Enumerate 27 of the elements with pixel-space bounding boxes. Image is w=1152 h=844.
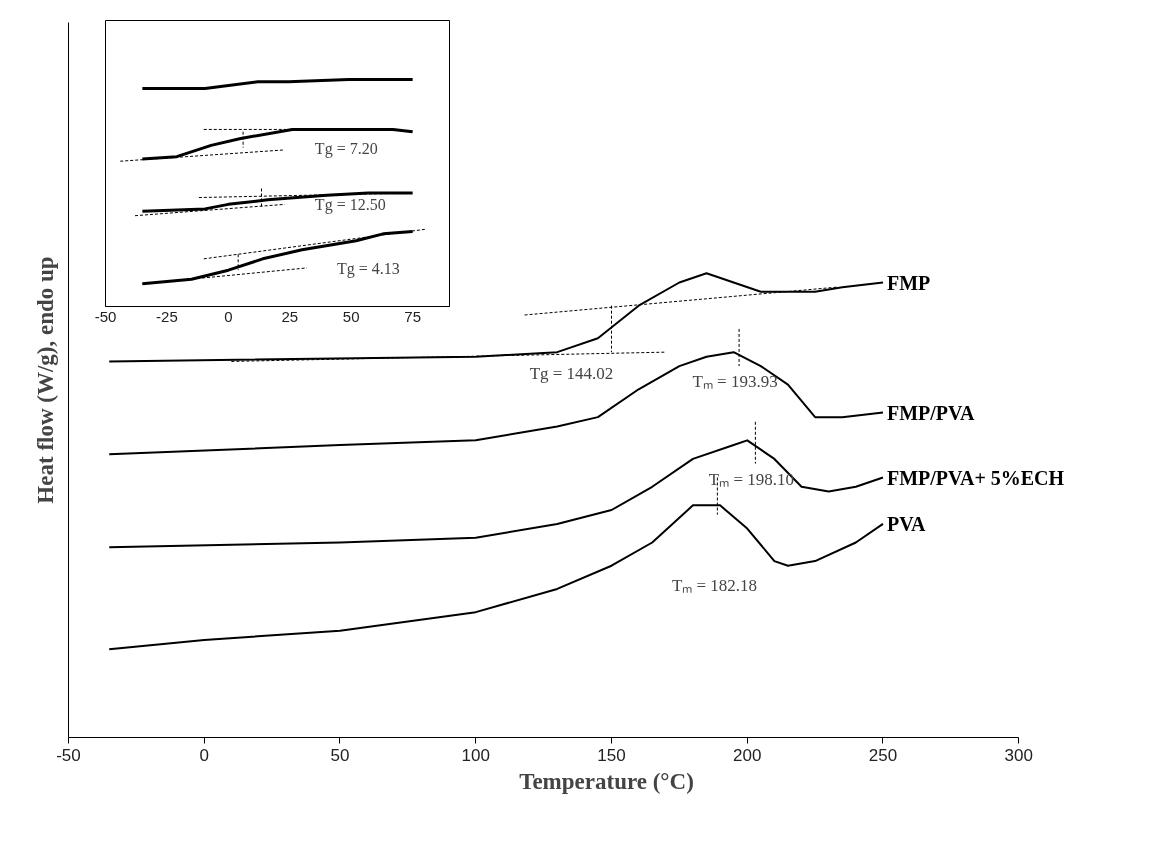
x-tick-label: -25 — [156, 307, 178, 325]
y-axis-title: Heat flow (W/g), endo up — [32, 256, 58, 504]
series-label: PVA — [886, 512, 927, 535]
x-axis-title: Temperature (°C) — [519, 768, 694, 794]
series-label: FMP/PVA+ 5%ECH — [886, 466, 1065, 489]
x-tick-label: -50 — [94, 307, 117, 325]
annotation: Tg = 4.13 — [336, 259, 400, 278]
x-tick-label: 300 — [1004, 745, 1033, 765]
series-label: FMP — [886, 271, 931, 294]
x-tick-label: 250 — [868, 745, 898, 765]
x-tick-label: 0 — [199, 745, 209, 765]
x-tick-label: 50 — [342, 307, 360, 325]
x-tick-label: 0 — [224, 307, 233, 325]
x-tick-label: 200 — [733, 745, 762, 765]
series-label: FMP/PVA — [886, 401, 975, 424]
x-tick-label: -50 — [56, 745, 81, 765]
x-tick-label: 100 — [461, 745, 490, 765]
annotation: Tₘ = 198.10 — [708, 469, 795, 489]
x-tick-label: 50 — [330, 745, 350, 765]
annotation: Tₘ = 182.18 — [671, 576, 758, 595]
x-tick-label: 75 — [404, 307, 421, 325]
annotation: Tg = 7.20 — [314, 139, 378, 158]
annotation: Tₘ = 193.93 — [692, 372, 778, 392]
x-tick-label: 150 — [597, 745, 626, 765]
annotation: Tg = 144.02 — [529, 364, 614, 384]
x-tick-label: 25 — [281, 307, 299, 325]
annotation: Tg = 12.50 — [314, 196, 386, 215]
